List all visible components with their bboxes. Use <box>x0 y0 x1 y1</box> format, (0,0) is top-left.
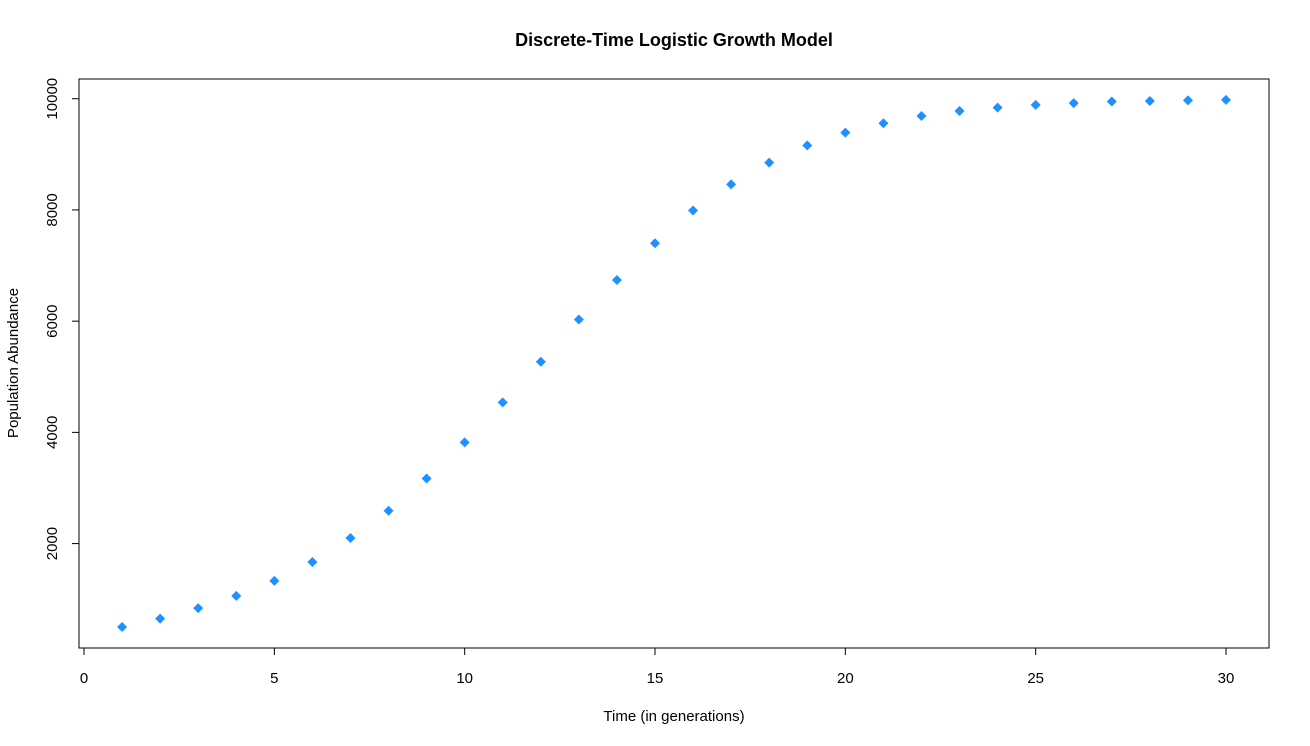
data-point <box>155 613 166 624</box>
data-point <box>878 118 889 129</box>
data-point <box>726 179 737 190</box>
data-point <box>421 473 432 484</box>
data-point <box>535 356 546 367</box>
data-point <box>916 110 927 121</box>
x-tick-label: 10 <box>456 670 473 687</box>
y-tick-label: 6000 <box>44 304 61 337</box>
x-tick-label: 20 <box>837 670 854 687</box>
data-point <box>764 157 775 168</box>
y-axis: 2000 4000 6000 8000 10000 <box>44 78 80 560</box>
data-point <box>1106 96 1117 107</box>
data-point <box>1182 95 1193 106</box>
y-axis-label: Population Abundance <box>5 288 22 438</box>
data-point <box>954 105 965 116</box>
data-point <box>307 556 318 567</box>
data-point <box>383 505 394 516</box>
data-point <box>1068 98 1079 109</box>
data-point <box>611 275 622 286</box>
data-point <box>688 205 699 216</box>
y-tick-label: 4000 <box>44 416 61 449</box>
data-point <box>840 127 851 138</box>
data-point <box>117 622 128 632</box>
x-tick-label: 25 <box>1027 670 1044 687</box>
x-axis: 0 5 10 15 20 25 30 <box>80 647 1235 687</box>
data-points <box>117 94 1231 632</box>
y-tick-label: 10000 <box>44 78 61 120</box>
data-point <box>802 140 813 151</box>
data-point <box>573 314 584 325</box>
plot-frame <box>78 78 1270 649</box>
data-point <box>1030 99 1041 110</box>
y-tick-label: 8000 <box>44 193 61 226</box>
data-point <box>459 437 470 448</box>
y-tick-label: 2000 <box>44 527 61 560</box>
x-axis-label: Time (in generations) <box>603 708 744 725</box>
data-point <box>231 590 242 601</box>
data-point <box>269 575 280 586</box>
x-tick-label: 0 <box>80 670 88 687</box>
data-point <box>345 533 356 544</box>
x-tick-label: 15 <box>647 670 664 687</box>
data-point <box>193 603 204 614</box>
data-point <box>497 397 508 408</box>
data-point <box>992 102 1003 113</box>
chart-title: Discrete-Time Logistic Growth Model <box>515 30 833 50</box>
x-tick-label: 5 <box>270 670 278 687</box>
data-point <box>1144 95 1155 106</box>
data-point <box>650 238 660 249</box>
x-tick-label: 30 <box>1218 670 1235 687</box>
data-point <box>1221 94 1231 105</box>
